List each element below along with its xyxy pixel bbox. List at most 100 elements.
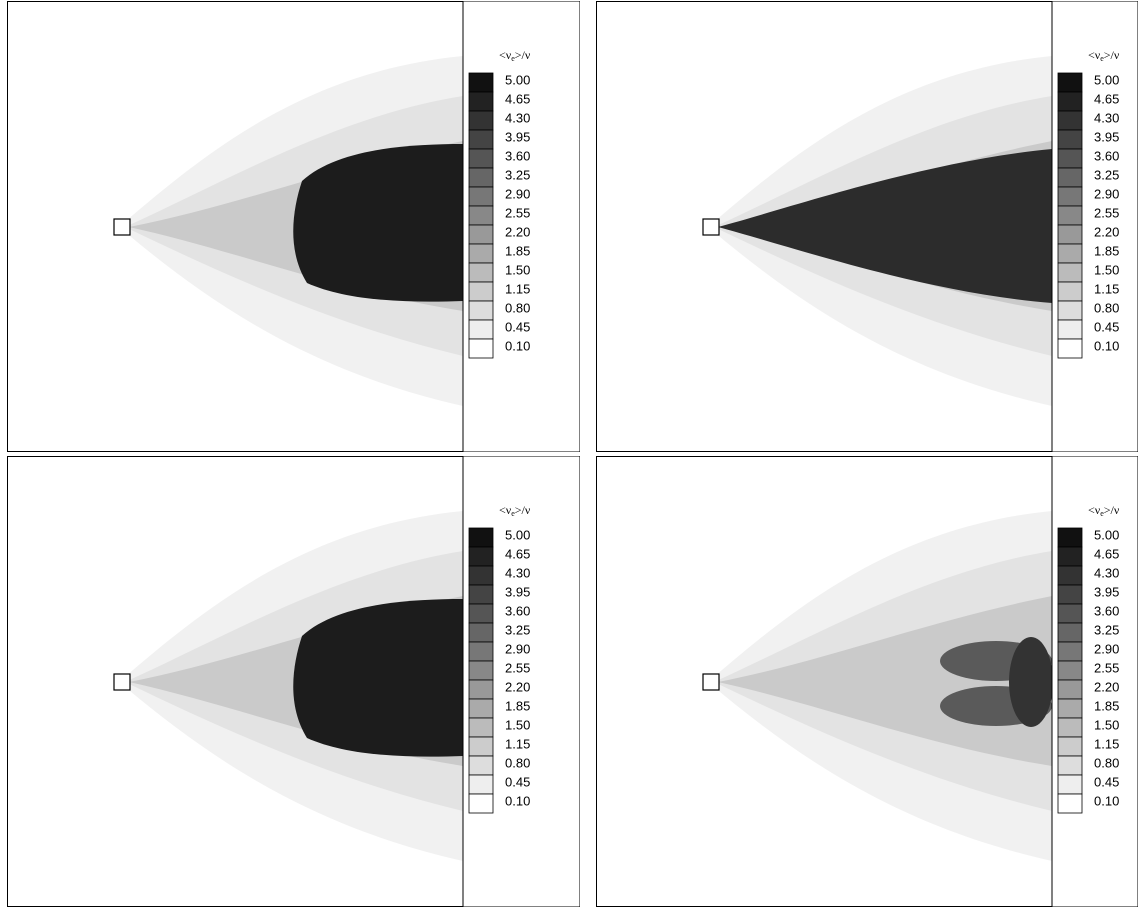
legend-swatch bbox=[1057, 129, 1083, 150]
legend-swatch bbox=[1057, 736, 1083, 757]
legend-label: 3.95 bbox=[1094, 584, 1119, 599]
legend-title: <νe>/ν bbox=[1088, 48, 1120, 63]
legend-title-main: <ν bbox=[1088, 503, 1101, 517]
legend-swatch bbox=[1057, 660, 1083, 681]
legend-label: 0.80 bbox=[505, 300, 530, 315]
legend-label: 0.80 bbox=[1094, 755, 1119, 770]
panel: <νe>/ν 5.00 4.65 4.30 3.95 3.60 3.25 2.90 2.55 2.… bbox=[596, 1, 1138, 452]
legend-label: 1.15 bbox=[1094, 281, 1119, 296]
legend-swatch bbox=[1057, 148, 1083, 169]
legend-swatch bbox=[1057, 167, 1083, 188]
legend-swatch bbox=[1057, 338, 1083, 359]
legend-swatch bbox=[468, 641, 494, 662]
legend-label: 2.55 bbox=[505, 660, 530, 675]
legend-swatch bbox=[468, 224, 494, 245]
legend-label: 5.00 bbox=[505, 527, 530, 542]
legend-label: 5.00 bbox=[505, 72, 530, 87]
legend-swatch bbox=[468, 167, 494, 188]
legend-label: 0.45 bbox=[1094, 319, 1119, 334]
legend-title-sub: e bbox=[511, 509, 515, 518]
plume-core bbox=[718, 149, 1052, 303]
legend-swatch bbox=[468, 243, 494, 264]
legend-label: 2.20 bbox=[505, 224, 530, 239]
legend-swatch bbox=[1057, 641, 1083, 662]
legend-label: 3.95 bbox=[1094, 129, 1119, 144]
legend-label: 3.95 bbox=[505, 129, 530, 144]
legend-swatch bbox=[1057, 698, 1083, 719]
legend-title-sub: e bbox=[1100, 54, 1104, 63]
legend-swatch bbox=[468, 603, 494, 624]
legend-swatch bbox=[468, 793, 494, 814]
legend-swatch bbox=[1057, 679, 1083, 700]
legend-swatch bbox=[468, 110, 494, 131]
legend-swatch bbox=[468, 622, 494, 643]
legend-swatch bbox=[1057, 243, 1083, 264]
legend-swatch bbox=[1057, 565, 1083, 586]
legend-title-tail: >/ν bbox=[515, 48, 531, 62]
obstacle bbox=[113, 673, 131, 691]
legend-label: 1.15 bbox=[505, 281, 530, 296]
legend-swatch bbox=[1057, 224, 1083, 245]
legend-label: 3.60 bbox=[505, 603, 530, 618]
legend-title-tail: >/ν bbox=[1104, 503, 1120, 517]
legend-swatch bbox=[468, 584, 494, 605]
legend-swatch bbox=[1057, 91, 1083, 112]
legend-label: 4.30 bbox=[505, 110, 530, 125]
legend-label: 4.65 bbox=[505, 546, 530, 561]
panel: <νe>/ν 5.00 4.65 4.30 3.95 3.60 3.25 2.90 2.55 2.… bbox=[596, 456, 1138, 907]
legend-swatch bbox=[468, 527, 494, 548]
legend-swatch bbox=[1057, 205, 1083, 226]
legend-label: 1.15 bbox=[1094, 736, 1119, 751]
legend-swatch bbox=[1057, 527, 1083, 548]
legend-swatch bbox=[468, 660, 494, 681]
legend-label: 4.30 bbox=[1094, 110, 1119, 125]
legend-title-main: <ν bbox=[499, 503, 512, 517]
legend-swatch bbox=[1057, 262, 1083, 283]
legend-label: 0.80 bbox=[1094, 300, 1119, 315]
legend-title: <νe>/ν bbox=[499, 503, 531, 518]
legend-label: 5.00 bbox=[1094, 527, 1119, 542]
plume-core bbox=[293, 144, 463, 302]
legend-swatch bbox=[468, 91, 494, 112]
legend-label: 1.50 bbox=[505, 717, 530, 732]
legend-title-sub: e bbox=[1100, 509, 1104, 518]
legend-swatch bbox=[468, 205, 494, 226]
legend-swatch bbox=[468, 186, 494, 207]
legend-swatch bbox=[468, 129, 494, 150]
legend-swatch bbox=[468, 698, 494, 719]
legend-swatch bbox=[1057, 300, 1083, 321]
legend-title-main: <ν bbox=[499, 48, 512, 62]
legend-label: 4.65 bbox=[1094, 91, 1119, 106]
legend-label: 2.20 bbox=[1094, 224, 1119, 239]
legend-swatch bbox=[468, 72, 494, 93]
legend-swatch bbox=[468, 148, 494, 169]
plume-contour bbox=[718, 596, 1052, 766]
legend-swatch bbox=[1057, 603, 1083, 624]
obstacle bbox=[702, 218, 720, 236]
legend-label: 2.90 bbox=[505, 186, 530, 201]
legend-label: 0.10 bbox=[505, 793, 530, 808]
legend-swatch bbox=[1057, 793, 1083, 814]
legend-label: 2.90 bbox=[1094, 641, 1119, 656]
legend-label: 2.20 bbox=[1094, 679, 1119, 694]
legend-label: 3.25 bbox=[505, 167, 530, 182]
legend-swatch bbox=[468, 755, 494, 776]
legend-label: 0.45 bbox=[505, 319, 530, 334]
legend-swatch bbox=[1057, 546, 1083, 567]
legend-label: 3.25 bbox=[1094, 622, 1119, 637]
legend-title-tail: >/ν bbox=[515, 503, 531, 517]
legend-swatch bbox=[468, 717, 494, 738]
legend-label: 1.50 bbox=[1094, 262, 1119, 277]
legend-swatch bbox=[468, 546, 494, 567]
plume-core bbox=[293, 599, 463, 757]
legend-label: 5.00 bbox=[1094, 72, 1119, 87]
legend-swatch bbox=[468, 319, 494, 340]
legend-label: 4.30 bbox=[1094, 565, 1119, 580]
legend-swatch bbox=[1057, 717, 1083, 738]
panel: <νe>/ν 5.00 4.65 4.30 3.95 3.60 3.25 2.90 2.55 2.… bbox=[7, 1, 580, 452]
legend-label: 0.80 bbox=[505, 755, 530, 770]
legend-swatch bbox=[1057, 110, 1083, 131]
legend-label: 1.50 bbox=[505, 262, 530, 277]
legend-label: 0.10 bbox=[505, 338, 530, 353]
